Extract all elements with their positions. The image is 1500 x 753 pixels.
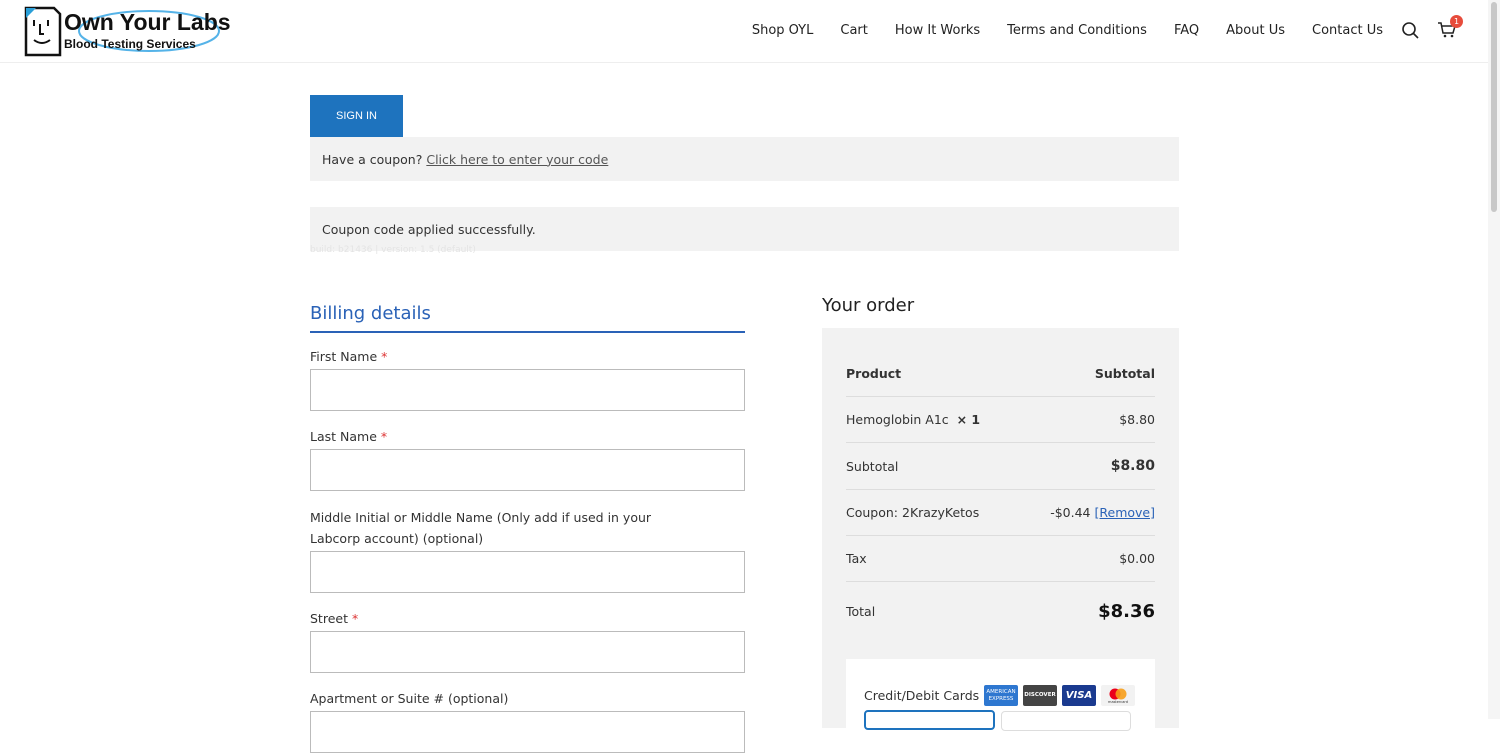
nav-cart[interactable]: Cart bbox=[840, 23, 868, 38]
coupon-notice-text: Have a coupon? bbox=[322, 151, 423, 167]
site-header: Own Your Labs Blood Testing Services Sho… bbox=[0, 0, 1488, 63]
nav-shop[interactable]: Shop OYL bbox=[751, 23, 814, 38]
total-row: Total $8.36 bbox=[846, 600, 1155, 622]
payment-label: Credit/Debit Cards bbox=[864, 688, 980, 703]
remove-coupon-link[interactable]: [Remove] bbox=[1094, 505, 1155, 520]
main-nav: Shop OYL Cart How It Works Terms and Con… bbox=[752, 23, 1383, 38]
middle-name-input[interactable] bbox=[310, 551, 745, 593]
order-header-row: Product Subtotal bbox=[846, 351, 1155, 397]
sign-in-button[interactable]: SIGN IN bbox=[310, 95, 403, 137]
enter-coupon-link[interactable]: Click here to enter your code bbox=[426, 151, 609, 167]
cart-count-badge: 1 bbox=[1450, 15, 1463, 28]
amex-icon: AMERICAN EXPRESS bbox=[984, 685, 1018, 706]
order-item-row: Hemoglobin A1c × 1 $8.80 bbox=[846, 397, 1155, 443]
discover-icon: DISCOVER bbox=[1023, 685, 1057, 706]
order-title: Your order bbox=[822, 295, 915, 316]
billing-title: Billing details bbox=[310, 303, 745, 333]
coupon-notice: Have a coupon? Click here to enter your … bbox=[310, 137, 1179, 181]
street-input[interactable] bbox=[310, 631, 745, 673]
tax-row: Tax $0.00 bbox=[846, 536, 1155, 582]
street-label: Street * bbox=[310, 611, 359, 626]
search-icon[interactable] bbox=[1401, 21, 1419, 39]
nav-faq[interactable]: FAQ bbox=[1173, 23, 1200, 38]
last-name-input[interactable] bbox=[310, 449, 745, 491]
success-notice: Coupon code applied successfully. bbox=[310, 207, 1179, 251]
apartment-label: Apartment or Suite # (optional) bbox=[310, 691, 509, 706]
nav-terms[interactable]: Terms and Conditions bbox=[1007, 23, 1147, 38]
scrollbar-thumb[interactable] bbox=[1491, 2, 1497, 212]
card-expiry-input[interactable] bbox=[1001, 711, 1131, 731]
logo-subtitle: Blood Testing Services bbox=[64, 37, 196, 51]
middle-name-label: Middle Initial or Middle Name (Only add … bbox=[310, 510, 652, 546]
first-name-label: First Name * bbox=[310, 349, 388, 364]
build-info: build: b21436 | version: 1.5 (default) bbox=[310, 245, 476, 255]
nav-about[interactable]: About Us bbox=[1226, 23, 1285, 38]
order-summary: Product Subtotal Hemoglobin A1c × 1 $8.80 … bbox=[822, 328, 1179, 739]
logo-face-icon bbox=[24, 6, 220, 57]
apartment-input[interactable] bbox=[310, 711, 745, 753]
visa-icon: VISA bbox=[1062, 685, 1096, 706]
logo-title: Own Your Labs bbox=[64, 9, 231, 35]
card-number-input[interactable] bbox=[864, 710, 995, 730]
nav-how-it-works[interactable]: How It Works bbox=[894, 23, 981, 38]
payment-method[interactable]: Credit/Debit Cards AMERICAN EXPRESS DISC… bbox=[846, 659, 1155, 739]
last-name-label: Last Name * bbox=[310, 429, 388, 444]
first-name-input[interactable] bbox=[310, 369, 745, 411]
mastercard-icon: mastercard bbox=[1101, 685, 1135, 706]
nav-contact[interactable]: Contact Us bbox=[1312, 23, 1383, 38]
logo[interactable]: Own Your Labs Blood Testing Services bbox=[24, 6, 244, 58]
coupon-row: Coupon: 2KrazyKetos -$0.44 [Remove] bbox=[846, 490, 1155, 536]
scrollbar[interactable] bbox=[1488, 0, 1500, 719]
subtotal-row: Subtotal $8.80 bbox=[846, 443, 1155, 490]
